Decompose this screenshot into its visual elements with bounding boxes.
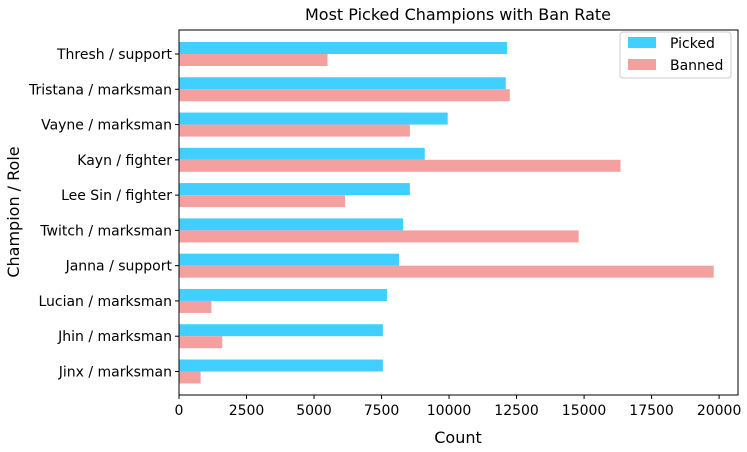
x-tick-label: 5000: [296, 403, 332, 419]
bar-picked-8: [179, 324, 383, 337]
y-tick-label: Janna / support: [65, 259, 173, 275]
bar-picked-6: [179, 253, 400, 266]
bar-banned-8: [179, 336, 223, 349]
legend-swatch-banned: [628, 59, 656, 70]
x-axis-label: Count: [434, 428, 482, 447]
x-axis: 0 2500 5000 7500 10000 12500 15000 17500 20000: [175, 395, 742, 419]
bar-picked-0: [179, 42, 508, 54]
y-tick-label: Twitch / marksman: [39, 223, 172, 239]
bar-picked-3: [179, 147, 425, 160]
legend-label-picked: Picked: [670, 36, 715, 52]
y-axis-label: Champion / Role: [4, 146, 23, 277]
x-tick-label: 20000: [697, 403, 742, 419]
legend: Picked Banned: [619, 31, 732, 79]
bar-banned-0: [179, 54, 328, 66]
x-tick-label: 15000: [562, 403, 607, 419]
y-tick-label: Jinx / marksman: [58, 365, 172, 381]
bar-banned-2: [179, 124, 410, 137]
chart-title: Most Picked Champions with Ban Rate: [305, 5, 611, 24]
bar-picked-1: [179, 77, 506, 90]
x-tick-label: 2500: [229, 403, 265, 419]
bar-picked-5: [179, 218, 404, 231]
x-tick-label: 10000: [427, 403, 472, 419]
bar-picked-7: [179, 288, 387, 301]
bar-banned-9: [179, 371, 201, 384]
y-tick-label: Kayn / fighter: [77, 153, 172, 169]
bar-picked-2: [179, 112, 448, 125]
bar-banned-6: [179, 265, 714, 278]
y-axis: Thresh / support Tristana / marksman Vayne…: [28, 47, 179, 381]
plot-frame: [178, 29, 739, 396]
legend-label-banned: Banned: [670, 58, 723, 74]
y-tick-label: Vayne / marksman: [41, 118, 172, 134]
y-tick-label: Tristana / marksman: [28, 82, 172, 98]
bar-picked-9: [179, 359, 383, 372]
bar-banned-7: [179, 300, 212, 313]
x-tick-label: 0: [175, 403, 184, 419]
y-tick-label: Thresh / support: [56, 47, 173, 63]
bar-banned-5: [179, 230, 579, 243]
x-tick-label: 12500: [494, 403, 539, 419]
bar-banned-3: [179, 159, 621, 172]
legend-swatch-picked: [628, 37, 656, 48]
bar-banned-4: [179, 195, 346, 208]
x-tick-label: 7500: [364, 403, 400, 419]
x-tick-label: 17500: [629, 403, 674, 419]
y-tick-label: Lucian / marksman: [38, 294, 172, 310]
bar-picked-4: [179, 183, 410, 196]
y-tick-label: Lee Sin / fighter: [61, 188, 172, 204]
y-tick-label: Jhin / marksman: [57, 329, 172, 345]
bars-layer: [179, 42, 714, 384]
bar-banned-1: [179, 89, 510, 102]
